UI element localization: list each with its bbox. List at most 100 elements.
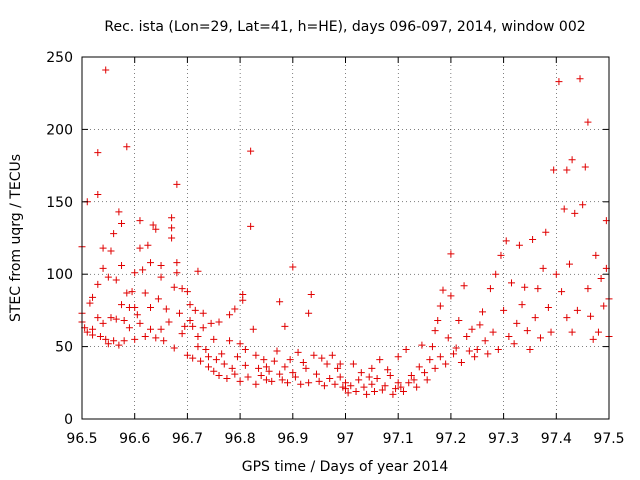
data-point bbox=[434, 317, 442, 325]
data-point bbox=[118, 220, 126, 228]
data-point bbox=[579, 201, 587, 209]
data-point bbox=[168, 234, 176, 242]
data-point bbox=[247, 147, 255, 155]
data-point bbox=[289, 369, 297, 377]
data-point bbox=[444, 334, 452, 342]
data-point bbox=[529, 235, 537, 243]
data-point bbox=[305, 309, 313, 317]
data-point bbox=[384, 366, 392, 374]
data-point bbox=[523, 327, 531, 335]
data-point bbox=[436, 353, 444, 361]
data-point bbox=[594, 328, 602, 336]
data-point bbox=[147, 325, 155, 333]
data-point bbox=[447, 292, 455, 300]
x-tick-label: 96.9 bbox=[277, 431, 308, 447]
data-point bbox=[257, 372, 265, 380]
data-point bbox=[94, 314, 102, 322]
data-point bbox=[518, 301, 526, 309]
data-point bbox=[112, 315, 120, 323]
data-point bbox=[431, 364, 439, 372]
data-point bbox=[189, 354, 197, 362]
data-point bbox=[104, 273, 112, 281]
data-point bbox=[147, 259, 155, 267]
data-point bbox=[233, 353, 241, 361]
data-point bbox=[363, 390, 371, 398]
data-point bbox=[183, 288, 191, 296]
data-point bbox=[220, 360, 228, 368]
data-point bbox=[394, 353, 402, 361]
data-point bbox=[231, 305, 239, 313]
data-point bbox=[199, 309, 207, 317]
y-tick-label: 100 bbox=[46, 267, 73, 283]
data-point bbox=[486, 285, 494, 293]
data-point bbox=[226, 311, 234, 319]
data-point bbox=[96, 332, 104, 340]
data-point bbox=[281, 322, 289, 330]
data-point bbox=[207, 319, 215, 327]
data-point bbox=[421, 369, 429, 377]
data-point bbox=[223, 374, 231, 382]
data-point bbox=[555, 78, 563, 86]
data-point bbox=[542, 228, 550, 236]
data-point bbox=[218, 350, 226, 358]
data-point bbox=[178, 330, 186, 338]
data-point bbox=[539, 264, 547, 272]
data-point bbox=[131, 335, 139, 343]
data-point bbox=[471, 353, 479, 361]
data-point bbox=[191, 306, 199, 314]
data-point bbox=[460, 282, 468, 290]
data-point bbox=[550, 166, 558, 174]
data-point bbox=[118, 301, 126, 309]
data-point bbox=[481, 337, 489, 345]
data-point bbox=[173, 269, 181, 277]
data-point bbox=[576, 75, 584, 83]
data-point bbox=[465, 347, 473, 355]
y-tick-label: 200 bbox=[46, 122, 73, 138]
data-point bbox=[160, 337, 168, 345]
data-point bbox=[165, 318, 173, 326]
data-point bbox=[110, 337, 118, 345]
data-point bbox=[373, 374, 381, 382]
data-point bbox=[133, 311, 141, 319]
data-point bbox=[447, 250, 455, 258]
data-point bbox=[241, 361, 249, 369]
x-tick-label: 96.5 bbox=[66, 431, 97, 447]
data-point bbox=[571, 209, 579, 217]
data-point bbox=[123, 143, 131, 151]
x-tick-label: 97 bbox=[337, 431, 355, 447]
data-point bbox=[521, 283, 529, 291]
data-point bbox=[99, 264, 107, 272]
data-point bbox=[226, 337, 234, 345]
data-point bbox=[534, 285, 542, 293]
data-point bbox=[573, 306, 581, 314]
data-point bbox=[405, 379, 413, 387]
data-point bbox=[276, 298, 284, 306]
data-point bbox=[323, 360, 331, 368]
data-point bbox=[584, 118, 592, 126]
data-point bbox=[328, 351, 336, 359]
y-tick-label: 250 bbox=[46, 50, 73, 66]
data-point bbox=[381, 382, 389, 390]
x-tick-label: 97.4 bbox=[541, 431, 572, 447]
data-point bbox=[173, 259, 181, 267]
data-point bbox=[194, 343, 202, 351]
data-point bbox=[563, 166, 571, 174]
data-point bbox=[592, 251, 600, 259]
data-point bbox=[157, 325, 165, 333]
data-point bbox=[94, 149, 102, 157]
data-point bbox=[144, 241, 152, 249]
data-point bbox=[389, 390, 397, 398]
data-point bbox=[305, 379, 313, 387]
data-point bbox=[204, 363, 212, 371]
data-point bbox=[455, 317, 463, 325]
data-point bbox=[439, 286, 447, 294]
data-point bbox=[505, 332, 513, 340]
data-point bbox=[284, 379, 292, 387]
data-point bbox=[86, 299, 94, 307]
data-point bbox=[183, 351, 191, 359]
data-point bbox=[291, 373, 299, 381]
data-point bbox=[378, 386, 386, 394]
data-point bbox=[442, 360, 450, 368]
x-axis-label: GPS time / Days of year 2014 bbox=[242, 459, 449, 475]
